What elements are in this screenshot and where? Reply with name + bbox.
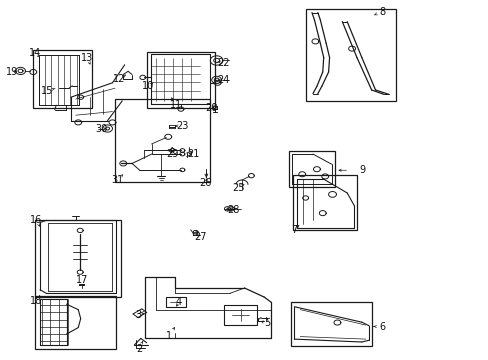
Text: 5: 5 [264,318,270,328]
Bar [305,9,395,101]
Text: 15: 15 [41,86,53,96]
Bar [293,175,356,230]
Text: 28: 28 [226,204,239,215]
Text: 24: 24 [217,75,229,85]
Text: 31: 31 [111,175,123,185]
Text: 18: 18 [30,296,42,306]
Text: 17: 17 [76,275,88,285]
Text: 9: 9 [359,165,365,175]
Text: 27: 27 [193,231,206,242]
Text: 12: 12 [113,74,125,84]
Bar [33,50,92,108]
Bar [290,302,371,346]
Text: 7: 7 [291,225,297,235]
Text: 1: 1 [165,330,171,341]
Text: 2: 2 [136,344,142,354]
Bar [224,305,257,325]
Text: 10: 10 [142,81,154,91]
Text: 25: 25 [231,183,244,193]
Text: 20: 20 [205,103,218,113]
Bar [288,151,334,187]
Text: 16: 16 [30,215,42,225]
Bar [35,296,116,349]
Text: 14: 14 [29,48,41,58]
Text: 30: 30 [95,124,108,134]
Text: 21: 21 [187,149,200,159]
Text: 19: 19 [5,67,18,77]
Text: 3: 3 [135,310,141,320]
Text: 13: 13 [81,53,93,63]
Text: 6: 6 [379,321,385,332]
Text: 11: 11 [169,100,182,110]
Bar [115,99,210,182]
Text: 23: 23 [176,121,189,131]
Text: 4: 4 [176,297,182,307]
Text: 26: 26 [199,178,211,188]
Bar [35,220,121,297]
Bar [166,297,185,307]
Text: 29: 29 [165,149,178,159]
Bar [146,52,215,108]
Text: 22: 22 [217,58,229,68]
Text: 8: 8 [379,6,385,17]
